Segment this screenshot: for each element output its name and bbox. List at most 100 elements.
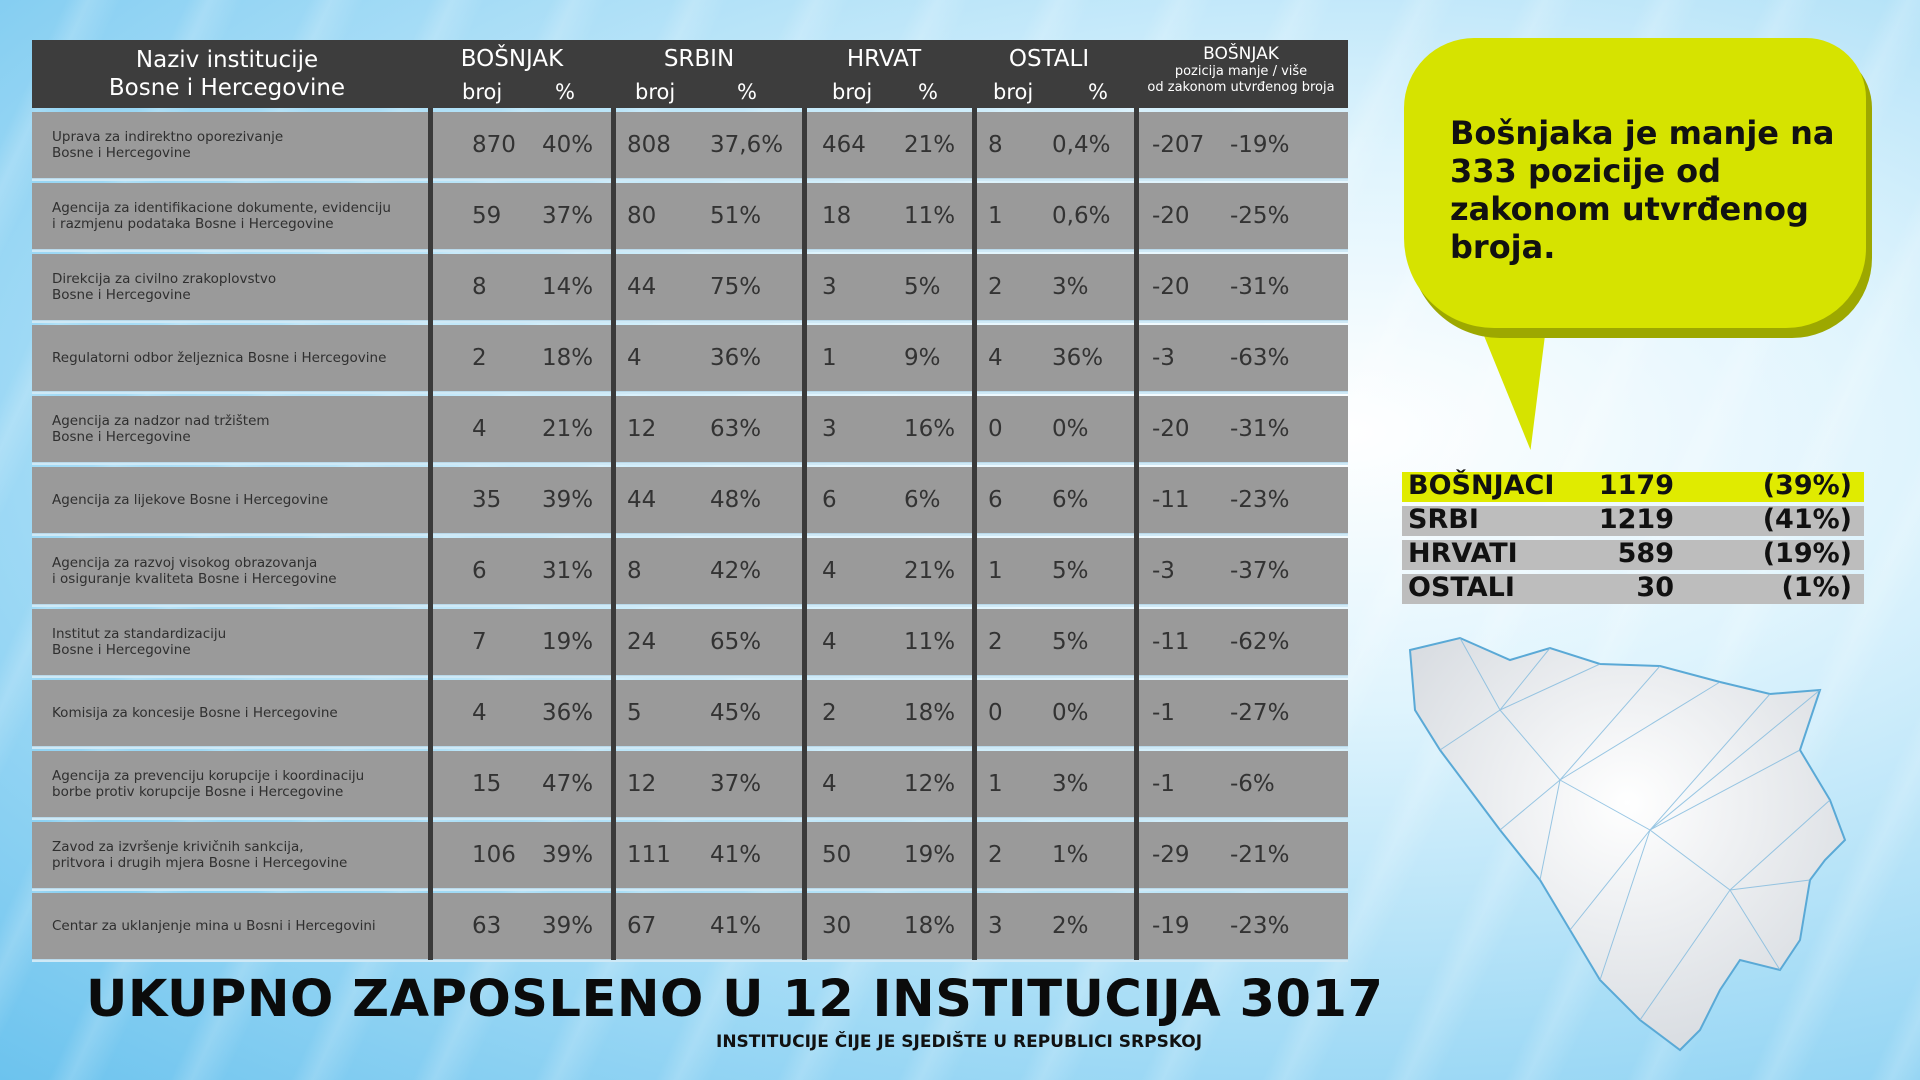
cell-b-p: 36% xyxy=(542,700,594,726)
header-srbin: SRBIN xyxy=(663,46,735,72)
cell-d-n: -3 xyxy=(1152,345,1175,371)
cell-d-n: -11 xyxy=(1152,487,1190,513)
table-row: Komisija za koncesije Bosne i Hercegovin… xyxy=(32,680,1348,747)
cell-d-p: -27% xyxy=(1230,700,1290,726)
summary-label: SRBI xyxy=(1408,504,1479,535)
cell-b-p: 37% xyxy=(542,203,594,229)
cell-h-n: 464 xyxy=(822,132,866,158)
cell-b-n: 4 xyxy=(472,700,487,726)
cell-s-n: 8 xyxy=(627,558,642,584)
cell-b-n: 59 xyxy=(472,203,502,229)
cell-d-n: -20 xyxy=(1152,203,1190,229)
institution-name: Agencija za prevenciju korupcije i koord… xyxy=(52,768,365,800)
cell-o-p: 1% xyxy=(1052,842,1089,868)
cell-b-n: 6 xyxy=(472,558,487,584)
header-bosnjak-difference: BOŠNJAK pozicija manje / više od zakonom… xyxy=(1134,44,1348,96)
cell-b-p: 39% xyxy=(542,842,594,868)
cell-s-p: 48% xyxy=(710,487,762,513)
cell-s-p: 36% xyxy=(710,345,762,371)
table-body: Uprava za indirektno oporezivanje Bosne … xyxy=(32,112,1348,960)
summary-label: BOŠNJACI xyxy=(1408,470,1555,501)
cell-s-n: 44 xyxy=(627,274,657,300)
cell-h-p: 18% xyxy=(904,913,956,939)
institution-name: Agencija za identifikacione dokumente, e… xyxy=(52,200,391,232)
cell-s-n: 12 xyxy=(627,416,657,442)
cell-s-p: 51% xyxy=(710,203,762,229)
cell-h-n: 18 xyxy=(822,203,852,229)
footer-total-title: UKUPNO ZAPOSLENO U 12 INSTITUCIJA 3017 xyxy=(86,970,1384,1029)
cell-o-n: 4 xyxy=(988,345,1003,371)
cell-h-p: 16% xyxy=(904,416,956,442)
table-row: Regulatorni odbor željeznica Bosne i Her… xyxy=(32,325,1348,392)
cell-b-p: 18% xyxy=(542,345,594,371)
summary-count: 1219 xyxy=(1598,504,1674,535)
cell-b-n: 15 xyxy=(472,771,502,797)
column-divider xyxy=(611,108,616,960)
cell-o-p: 0,4% xyxy=(1052,132,1111,158)
cell-h-p: 12% xyxy=(904,771,956,797)
institution-name: Centar za uklanjenje mina u Bosni i Herc… xyxy=(52,918,376,934)
cell-d-p: -23% xyxy=(1230,913,1290,939)
cell-d-p: -25% xyxy=(1230,203,1290,229)
table-row: Agencija za razvoj visokog obrazovanja i… xyxy=(32,538,1348,605)
cell-d-p: -6% xyxy=(1230,771,1275,797)
footer-subtitle: INSTITUCIJE ČIJE JE SJEDIŠTE U REPUBLICI… xyxy=(716,1032,1203,1052)
header-pct: % xyxy=(737,80,757,104)
cell-o-p: 5% xyxy=(1052,629,1089,655)
cell-s-n: 44 xyxy=(627,487,657,513)
cell-o-n: 1 xyxy=(988,203,1003,229)
header-pct: % xyxy=(918,80,938,104)
header-diff-sub2: od zakonom utvrđenog broja xyxy=(1147,80,1335,95)
header-broj: broj xyxy=(462,80,503,104)
institution-name: Agencija za lijekove Bosne i Hercegovine xyxy=(52,492,329,508)
cell-h-n: 30 xyxy=(822,913,852,939)
table-row: Direkcija za civilno zrakoplovstvo Bosne… xyxy=(32,254,1348,321)
cell-s-n: 111 xyxy=(627,842,671,868)
table-row: Institut za standardizaciju Bosne i Herc… xyxy=(32,609,1348,676)
summary-row: SRBI 1219 (41%) xyxy=(1402,504,1864,536)
cell-h-p: 19% xyxy=(904,842,956,868)
ethnic-summary: BOŠNJACI 1179 (39%) SRBI 1219 (41%) HRVATI 589 (… xyxy=(1402,470,1864,608)
cell-o-n: 8 xyxy=(988,132,1003,158)
cell-h-n: 1 xyxy=(822,345,837,371)
cell-d-n: -11 xyxy=(1152,629,1190,655)
table-row: Agencija za identifikacione dokumente, e… xyxy=(32,183,1348,250)
cell-h-n: 3 xyxy=(822,416,837,442)
cell-h-p: 21% xyxy=(904,132,956,158)
column-divider xyxy=(972,108,977,960)
cell-b-p: 21% xyxy=(542,416,594,442)
cell-b-p: 40% xyxy=(542,132,594,158)
column-divider xyxy=(802,108,807,960)
institution-name: Institut za standardizaciju Bosne i Herc… xyxy=(52,626,227,658)
table-row: Agencija za lijekove Bosne i Hercegovine… xyxy=(32,467,1348,534)
cell-s-n: 24 xyxy=(627,629,657,655)
header-broj: broj xyxy=(635,80,676,104)
cell-d-n: -3 xyxy=(1152,558,1175,584)
cell-b-p: 47% xyxy=(542,771,594,797)
cell-b-n: 4 xyxy=(472,416,487,442)
column-divider xyxy=(1134,108,1139,960)
cell-s-n: 12 xyxy=(627,771,657,797)
cell-d-p: -31% xyxy=(1230,416,1290,442)
cell-o-n: 3 xyxy=(988,913,1003,939)
table-row: Agencija za prevenciju korupcije i koord… xyxy=(32,751,1348,818)
cell-s-n: 67 xyxy=(627,913,657,939)
cell-d-p: -19% xyxy=(1230,132,1290,158)
cell-o-p: 5% xyxy=(1052,558,1089,584)
table-row: Uprava za indirektno oporezivanje Bosne … xyxy=(32,112,1348,179)
cell-o-n: 2 xyxy=(988,629,1003,655)
cell-h-p: 18% xyxy=(904,700,956,726)
cell-o-p: 3% xyxy=(1052,274,1089,300)
cell-s-n: 808 xyxy=(627,132,671,158)
cell-b-p: 19% xyxy=(542,629,594,655)
cell-s-p: 65% xyxy=(710,629,762,655)
cell-b-n: 106 xyxy=(472,842,516,868)
cell-o-n: 1 xyxy=(988,771,1003,797)
cell-b-n: 8 xyxy=(472,274,487,300)
cell-o-p: 0% xyxy=(1052,700,1089,726)
header-pct: % xyxy=(1088,80,1108,104)
cell-s-p: 41% xyxy=(710,842,762,868)
cell-d-p: -63% xyxy=(1230,345,1290,371)
cell-s-p: 37,6% xyxy=(710,132,784,158)
summary-label: HRVATI xyxy=(1408,538,1518,569)
